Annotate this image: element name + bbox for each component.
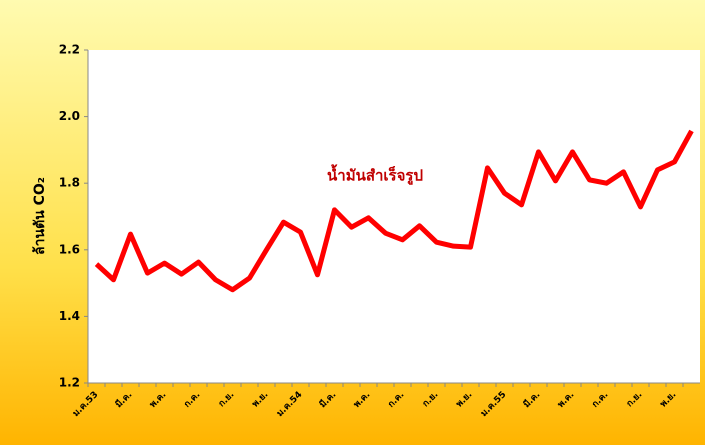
y-tick-label: 1.8 bbox=[59, 176, 80, 190]
y-tick-label: 2.2 bbox=[59, 43, 80, 57]
plot-area bbox=[88, 50, 700, 383]
y-tick-label: 1.4 bbox=[59, 309, 80, 323]
annotation: น้ำมันสำเร็จรูป bbox=[327, 164, 423, 186]
y-axis-label: ล้านตัน CO₂ bbox=[32, 177, 48, 255]
line-series bbox=[94, 129, 694, 293]
y-tick-label: 1.6 bbox=[59, 242, 80, 256]
y-tick-label: 1.2 bbox=[59, 376, 80, 390]
y-tick-label: 2.0 bbox=[59, 109, 80, 123]
